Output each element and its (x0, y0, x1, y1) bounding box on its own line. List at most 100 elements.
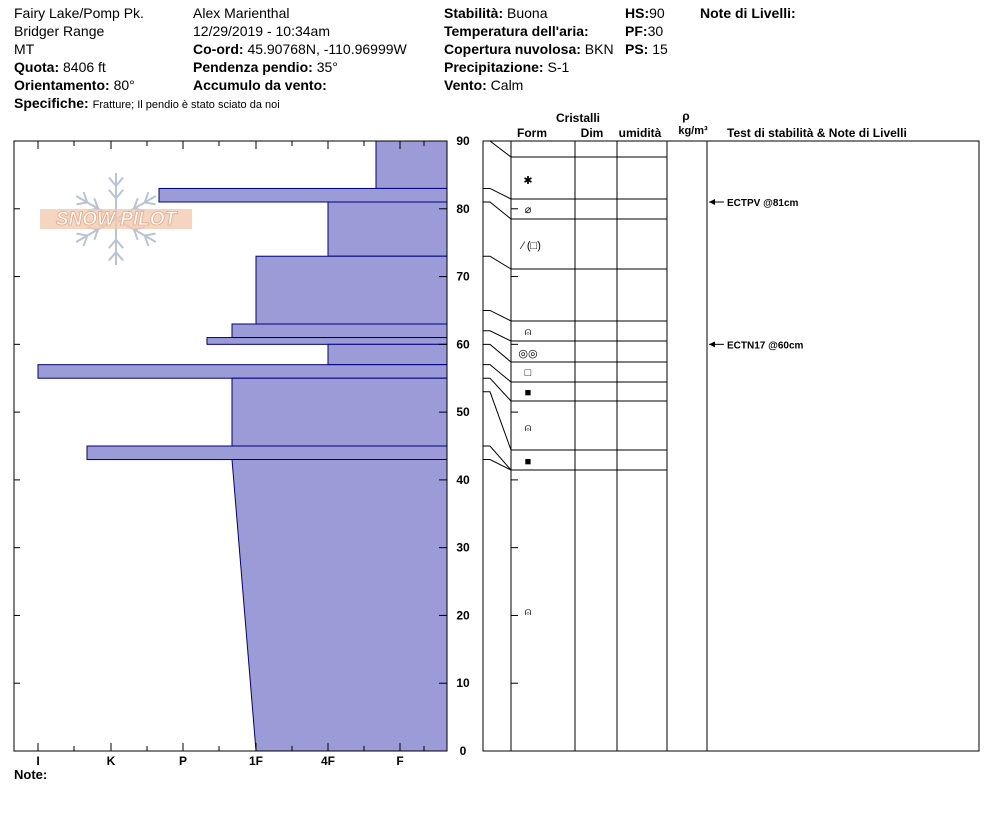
specifics-label: Specifiche: (14, 95, 89, 111)
hardness-label: K (107, 754, 116, 768)
hardness-layer (375, 140, 448, 189)
hardness-label: P (179, 754, 187, 768)
layer-connector (483, 140, 512, 158)
flake-branch (144, 201, 156, 206)
hardness-layer (158, 187, 448, 203)
hardness-label: F (396, 754, 403, 768)
air-temp: Temperatura dell'aria: (444, 22, 589, 40)
layer-connector (483, 445, 512, 471)
layer-connector (483, 364, 512, 383)
aspect: Orientamento: 80° (14, 76, 135, 94)
precip-label: Precipitazione: (444, 59, 544, 75)
depth-axis: 0 10 20 30 40 50 60 70 80 90 (14, 134, 518, 758)
stability-test-label: ECTPV @81cm (727, 198, 799, 209)
slope-label: Pendenza pendio: (193, 59, 313, 75)
depth-label: 90 (456, 134, 470, 148)
grain-form-symbol: ⌀ (525, 204, 532, 216)
layer-notes-heading: Note di Livelli: (700, 5, 796, 21)
layer-connector (483, 187, 512, 200)
grain-form-symbol: ■ (525, 387, 532, 399)
layer-connector (483, 330, 512, 342)
grain-form-symbol: ⁄ (□) (519, 240, 541, 252)
layer-connector (483, 343, 512, 363)
ps: PS: 15 (625, 40, 668, 58)
flake-branch (144, 232, 156, 237)
coord-label: Co-ord: (193, 41, 244, 57)
depth-label: 20 (456, 608, 470, 622)
wind-loading-label: Accumulo da vento: (193, 77, 327, 93)
grain-form-symbol: ⍝ (525, 422, 532, 434)
size-header: Dim (581, 126, 604, 140)
depth-label: 70 (456, 270, 470, 284)
depth-label: 50 (456, 405, 470, 419)
precip-value: S-1 (547, 59, 570, 75)
grain-form-symbol: ⍝ (525, 606, 532, 618)
flake-branch (76, 232, 88, 237)
layer-lines (483, 140, 667, 471)
wind-loading: Accumulo da vento: (193, 76, 327, 94)
hardness-plot-frame (13, 140, 448, 752)
hardness-layer (37, 364, 448, 379)
form-header: Form (517, 126, 547, 140)
test-arrow-head (709, 341, 715, 348)
hardness-ticks: I K P 1F 4F F (36, 141, 425, 768)
pf: PF:30 (625, 22, 663, 40)
layer-connector (483, 391, 512, 451)
hardness-label: 4F (321, 754, 335, 768)
flake-branch (143, 235, 150, 247)
slope-value: 35° (316, 59, 338, 75)
datetime: 12/29/2019 - 10:34am (193, 23, 330, 39)
hs: HS:90 (625, 4, 665, 22)
coord-value: 45.90768N, -110.96999W (247, 41, 407, 57)
wind-value: Calm (490, 77, 524, 93)
elevation-value: 8406 ft (63, 59, 106, 75)
flake-branch (115, 189, 124, 199)
hs-label: HS: (625, 5, 650, 21)
flake-branch (108, 176, 117, 187)
grain-form-symbol: ✱ (523, 175, 532, 187)
specifics: Specifiche: Fratture; Il pendio è stato … (14, 94, 280, 114)
ps-label: PS: (625, 41, 649, 57)
layer-connector (483, 255, 512, 270)
test-arrow-head (709, 199, 715, 205)
coordinates: Co-ord: 45.90768N, -110.96999W (193, 40, 407, 58)
flake-branch (132, 229, 139, 241)
stability: Stabilità: Buona (444, 4, 548, 22)
layer-connector (483, 201, 512, 220)
hardness-profile (37, 140, 448, 752)
elevation: Quota: 8406 ft (14, 58, 106, 76)
specifics-value: Fratture; Il pendio è stato sciato da no… (92, 99, 280, 111)
flake-branch (82, 235, 89, 247)
stability-label: Stabilità: (444, 5, 504, 21)
flake-branch (76, 201, 88, 206)
sky-value: BKN (584, 41, 614, 57)
wind-label: Vento: (444, 77, 487, 93)
flake-branch (132, 197, 139, 209)
depth-label: 0 (460, 744, 467, 758)
location: Fairy Lake/Pomp Pk. (14, 5, 144, 21)
hardness-layer (327, 343, 448, 366)
layer-table (482, 140, 980, 752)
observer: Alex Marienthal (193, 5, 290, 21)
depth-label: 80 (456, 202, 470, 216)
flake-branch (115, 251, 124, 262)
rho-header: ρ (682, 109, 689, 123)
grain-form-symbol: □ (525, 367, 532, 379)
hardness-layer (231, 459, 448, 752)
layer-connector (483, 377, 512, 402)
hs-value: 90 (649, 5, 665, 21)
logo-banner (40, 209, 192, 229)
flake-branch (143, 191, 150, 203)
flake-branch (115, 239, 124, 249)
snowpilot-logo: SNOW PILOT (40, 173, 192, 265)
density-unit-header: kg/m³ (678, 125, 708, 137)
grain-forms: ✱ ⌀ ⁄ (□) ⍝ ◎◎ □ ■ ⍝ ■ ⍝ (518, 175, 540, 618)
flake-branch (108, 251, 117, 262)
grain-form-symbol: ■ (525, 456, 532, 468)
hardness-layer (86, 445, 448, 461)
tests-header: Test di stabilità & Note di Livelli (727, 126, 907, 140)
hardness-layer (231, 377, 448, 447)
flake-branch (93, 229, 100, 241)
snowflake-icon (75, 173, 157, 265)
layer-connector (483, 459, 512, 471)
